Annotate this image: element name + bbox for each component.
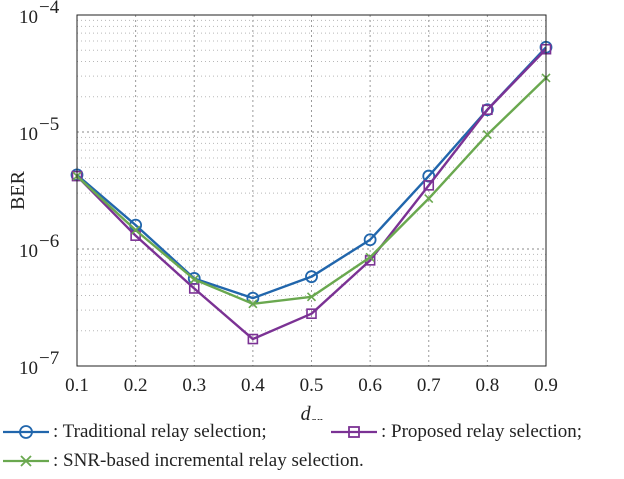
x-tick-label: 0.9	[534, 375, 558, 396]
legend-item-snr-based: : SNR-based incremental relay selection.	[2, 450, 364, 472]
y-tick-exponent: −4	[39, 0, 60, 18]
legend-marker-square	[331, 426, 377, 438]
data-point-x	[306, 292, 317, 302]
data-point-x	[189, 274, 199, 284]
data-point-square	[306, 308, 317, 319]
data-point-square	[423, 180, 435, 191]
y-tick-label: 10	[19, 241, 38, 262]
legend-label-proposed: : Proposed relay selection;	[381, 421, 583, 442]
legend-item-traditional: : Traditional relay selection;	[2, 421, 267, 443]
data-point-square	[188, 283, 200, 294]
y-tick-label: 10	[19, 358, 38, 379]
data-point-x	[131, 225, 141, 235]
x-tick-label: 0.3	[182, 375, 206, 396]
data-point-x	[248, 299, 258, 309]
legend-label-traditional: : Traditional relay selection;	[53, 421, 267, 442]
data-point-x	[482, 130, 492, 140]
y-axis-label: BER	[7, 170, 29, 210]
data-point-square	[247, 333, 259, 345]
data-point-x	[424, 193, 434, 204]
y-tick-exponent: −5	[39, 114, 59, 135]
data-point-circle	[480, 103, 494, 117]
data-point-circle	[305, 270, 318, 284]
series-layer	[70, 40, 553, 345]
x-axis-label-sub: sr	[311, 414, 323, 420]
x-tick-label: 0.4	[241, 375, 265, 396]
x-tick-labels: 0.1 0.2 0.3 0.4 0.5 0.6 0.7 0.8 0.9	[65, 375, 558, 396]
data-point-circle	[363, 233, 377, 247]
data-point-x	[365, 252, 375, 262]
plot-frame	[76, 14, 547, 367]
legend-item-proposed: : Proposed relay selection;	[330, 421, 582, 443]
y-tick-exponent: −7	[39, 348, 59, 369]
legend-marker-x	[3, 455, 49, 467]
legend-marker-circle	[3, 425, 49, 439]
x-tick-label: 0.8	[476, 375, 500, 396]
x-tick-label: 0.7	[417, 375, 441, 396]
x-tick-label: 0.5	[300, 375, 324, 396]
y-tick-exponent: −6	[39, 231, 59, 252]
x-tick-label: 0.6	[358, 375, 382, 396]
x-axis-label-main: d	[301, 403, 312, 420]
series-line	[76, 46, 547, 300]
data-point-square	[482, 104, 493, 116]
series-line	[76, 48, 547, 341]
x-axis-label: dsr	[301, 403, 323, 420]
y-tick-labels: 10−710−610−510−4	[19, 0, 60, 379]
series-square	[71, 43, 552, 345]
y-tick-label: 10	[19, 124, 38, 145]
y-tick-label: 10	[19, 7, 38, 28]
legend-label-snr-based: : SNR-based incremental relay selection.	[53, 450, 364, 471]
ber-chart: 0.1 0.2 0.3 0.4 0.5 0.6 0.7 0.8 0.9 10−710−610−5…	[7, 0, 558, 420]
x-tick-label: 0.2	[124, 375, 148, 396]
x-tick-label: 0.1	[65, 375, 89, 396]
